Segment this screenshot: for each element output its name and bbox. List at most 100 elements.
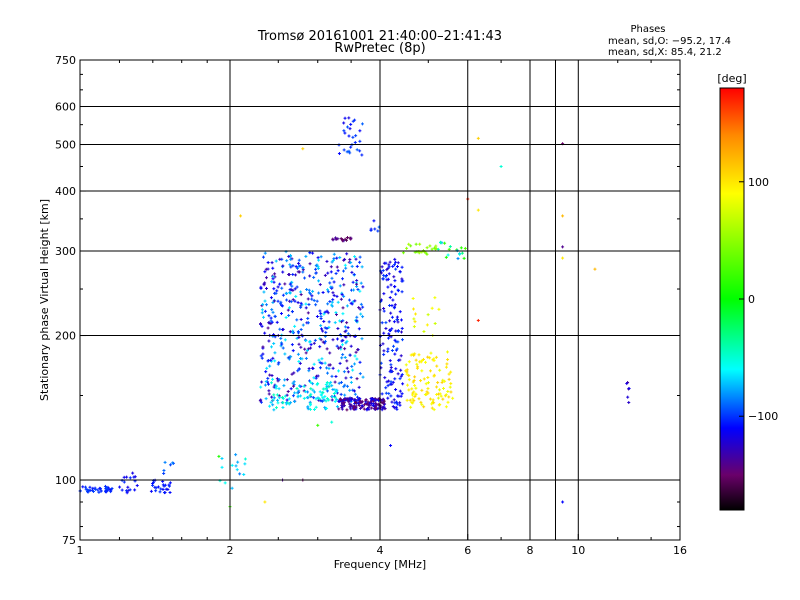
data-point — [326, 288, 330, 292]
data-point — [88, 485, 92, 489]
data-point — [297, 367, 301, 371]
data-point — [395, 407, 399, 411]
data-point — [301, 147, 305, 151]
data-point — [295, 336, 299, 340]
data-point — [261, 345, 265, 349]
data-point — [269, 316, 273, 320]
data-point — [319, 255, 323, 259]
data-point — [355, 395, 359, 399]
data-point — [390, 348, 394, 352]
data-point — [398, 269, 402, 273]
data-point — [288, 263, 292, 267]
data-point — [311, 366, 315, 370]
data-point — [238, 472, 242, 476]
data-point — [413, 383, 417, 387]
data-point — [272, 299, 276, 303]
data-point — [353, 392, 357, 396]
y-axis-label: Stationary phase Virtual Height [km] — [38, 199, 51, 401]
data-point — [284, 316, 288, 320]
data-point — [627, 401, 631, 405]
data-point — [319, 338, 323, 342]
y-tick-label: 400 — [55, 185, 76, 198]
data-point — [293, 391, 297, 395]
data-point — [317, 258, 321, 262]
data-point — [430, 402, 434, 406]
data-point — [393, 406, 397, 410]
data-point — [126, 485, 130, 489]
data-point — [343, 116, 347, 120]
data-point — [349, 122, 353, 126]
x-tick-label: 4 — [377, 544, 384, 557]
data-point — [297, 335, 301, 339]
data-point — [304, 302, 308, 306]
data-point — [360, 404, 364, 408]
data-point — [163, 483, 167, 487]
data-point — [359, 281, 363, 285]
data-point — [318, 366, 322, 370]
data-point — [438, 368, 442, 372]
data-point — [341, 319, 345, 323]
data-point — [400, 330, 404, 334]
data-point — [443, 379, 447, 383]
phase-info-o: mean, sd,O: −95.2, 17.4 — [608, 36, 731, 47]
data-point — [350, 264, 354, 268]
data-point — [319, 317, 323, 321]
data-point — [263, 270, 267, 274]
data-point — [425, 246, 429, 250]
data-point — [308, 407, 312, 411]
data-point — [318, 390, 322, 394]
data-point — [291, 381, 295, 385]
data-point — [311, 289, 315, 293]
data-point — [266, 359, 270, 363]
data-point — [310, 294, 314, 298]
data-point — [343, 257, 347, 261]
data-point — [294, 265, 298, 269]
data-point — [345, 408, 349, 412]
data-point — [271, 398, 275, 402]
data-point — [306, 405, 310, 409]
data-point — [393, 401, 397, 405]
data-point — [149, 489, 153, 493]
data-point — [382, 331, 386, 335]
data-point — [390, 315, 394, 319]
data-point — [405, 246, 409, 250]
data-point — [317, 279, 321, 283]
data-point — [309, 343, 313, 347]
data-point — [235, 468, 239, 472]
data-point — [405, 398, 409, 402]
data-point — [445, 350, 449, 354]
data-point — [285, 398, 289, 402]
data-point — [291, 330, 295, 334]
data-point — [324, 399, 328, 403]
data-point — [398, 377, 402, 381]
data-point — [358, 289, 362, 293]
data-point — [436, 381, 440, 385]
data-point — [230, 486, 234, 490]
data-point — [418, 242, 422, 246]
data-point — [275, 393, 279, 397]
data-point — [409, 244, 413, 248]
data-point — [354, 257, 358, 261]
data-point — [291, 272, 295, 276]
data-point — [420, 388, 424, 392]
data-point — [352, 288, 356, 292]
data-point — [344, 329, 348, 333]
data-point — [286, 390, 290, 394]
data-point — [263, 281, 267, 285]
data-point — [289, 300, 293, 304]
data-point — [299, 290, 303, 294]
data-point — [407, 360, 411, 364]
data-point — [381, 269, 385, 273]
data-point — [263, 251, 267, 255]
data-point — [351, 368, 355, 372]
data-point — [327, 320, 331, 324]
data-point — [220, 456, 224, 460]
data-point — [387, 379, 391, 383]
data-point — [327, 363, 331, 367]
data-point — [295, 387, 299, 391]
data-point — [332, 392, 336, 396]
data-point — [308, 262, 312, 266]
data-point — [332, 293, 336, 297]
data-point — [313, 338, 317, 342]
data-point — [356, 348, 360, 352]
